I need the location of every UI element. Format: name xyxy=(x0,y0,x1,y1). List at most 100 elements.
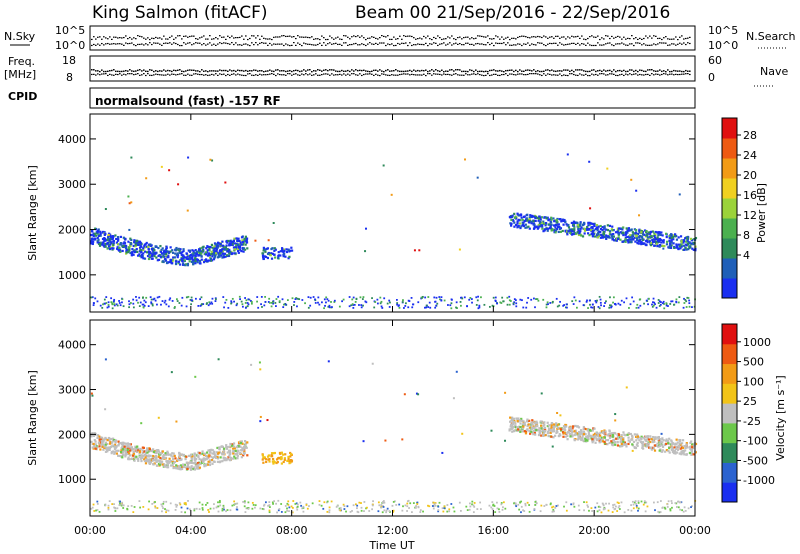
echo-point xyxy=(577,434,580,437)
nsearch-sample xyxy=(427,44,429,47)
echo-point xyxy=(510,222,513,225)
echo-point xyxy=(90,233,93,237)
echo-point xyxy=(682,239,686,243)
echo-point xyxy=(200,255,203,258)
echo-point xyxy=(263,255,266,258)
echo-point xyxy=(140,251,143,254)
echo-point xyxy=(133,250,137,254)
nsky-sample xyxy=(321,35,323,37)
echo-point xyxy=(687,248,690,251)
nsky-sample xyxy=(431,38,433,41)
nsky-sample xyxy=(629,38,631,40)
echo-point xyxy=(128,246,131,250)
echo-point xyxy=(204,251,208,254)
echo-point xyxy=(612,235,615,238)
nsearch-sample xyxy=(359,44,361,46)
echo-point xyxy=(543,421,546,424)
echo-point xyxy=(282,306,285,309)
echo-point xyxy=(640,242,643,245)
echo-point xyxy=(595,437,598,440)
echo-point xyxy=(104,245,107,248)
nsearch-sample xyxy=(509,44,511,46)
echo-point xyxy=(586,429,589,432)
echo-point xyxy=(635,237,639,240)
echo-point xyxy=(450,307,453,310)
echo-point xyxy=(671,234,675,237)
nsky-sample xyxy=(425,37,427,39)
echo-point xyxy=(458,501,461,504)
echo-point xyxy=(283,249,286,253)
echo-point xyxy=(235,247,238,250)
echo-point xyxy=(325,501,328,504)
echo-point xyxy=(148,448,151,451)
echo-point xyxy=(514,422,517,425)
echo-point xyxy=(406,505,409,508)
nsky-sample xyxy=(269,38,271,40)
echo-point xyxy=(216,243,219,246)
echo-point xyxy=(599,230,602,234)
echo-point xyxy=(263,456,266,459)
nave-sample xyxy=(147,73,149,75)
nsearch-sample xyxy=(371,43,373,45)
echo-point xyxy=(194,260,197,263)
echo-point xyxy=(690,440,693,443)
echo-point xyxy=(245,299,248,302)
echo-point xyxy=(546,229,549,232)
echo-point xyxy=(611,511,614,513)
echo-point xyxy=(181,453,184,456)
echo-point xyxy=(99,231,102,234)
freq-sample xyxy=(459,69,461,71)
echo-point xyxy=(579,221,582,224)
echo-point xyxy=(126,447,129,450)
nave-sample xyxy=(105,73,107,75)
nsky-sample xyxy=(505,37,507,39)
freq-sample xyxy=(547,69,549,71)
echo-point xyxy=(580,430,583,433)
echo-point xyxy=(473,502,476,504)
nsky-sample xyxy=(515,38,517,40)
nsearch-sample xyxy=(129,42,131,45)
nsearch-tick-top: 10^5 xyxy=(708,24,738,37)
nsky-sample xyxy=(677,38,679,41)
echo-point xyxy=(549,224,552,228)
echo-point xyxy=(550,218,553,221)
nsearch-sample xyxy=(641,44,643,46)
freq-sample xyxy=(195,70,197,72)
echo-point xyxy=(588,509,590,512)
freq-sample xyxy=(419,70,421,72)
echo-point xyxy=(156,259,159,262)
echo-point xyxy=(608,306,611,309)
nsearch-sample xyxy=(441,43,443,45)
nsky-sample xyxy=(669,38,671,40)
echo-point xyxy=(296,297,299,300)
echo-point xyxy=(508,428,511,431)
nsky-sample xyxy=(639,37,641,39)
echo-point xyxy=(574,299,577,302)
echo-point xyxy=(270,305,273,308)
nsky-sample xyxy=(211,38,213,40)
echo-point xyxy=(500,302,503,304)
echo-point xyxy=(644,438,647,442)
echo-point xyxy=(225,298,228,301)
freq-sample xyxy=(483,70,485,73)
echo-point xyxy=(265,247,268,251)
echo-point xyxy=(586,227,589,230)
nsky-sample xyxy=(303,36,305,38)
echo-point xyxy=(664,450,667,453)
freq-sample xyxy=(689,70,691,72)
freq-sample xyxy=(429,70,431,72)
nave-sample xyxy=(625,73,627,75)
echo-point xyxy=(128,449,132,452)
echo-point xyxy=(555,422,558,425)
echo-point xyxy=(562,223,565,226)
nave-sample xyxy=(503,73,505,76)
echo-point xyxy=(164,299,167,302)
echo-point xyxy=(594,441,597,444)
echo-point xyxy=(612,228,615,232)
nsearch-sample xyxy=(111,43,113,45)
echo-point xyxy=(212,258,216,261)
nsearch-sample xyxy=(215,44,217,46)
nsearch-sample xyxy=(231,42,233,44)
echo-point xyxy=(233,252,236,255)
freq-panel: Freq. [MHz] 18 8 60 0 Nave xyxy=(4,54,788,87)
